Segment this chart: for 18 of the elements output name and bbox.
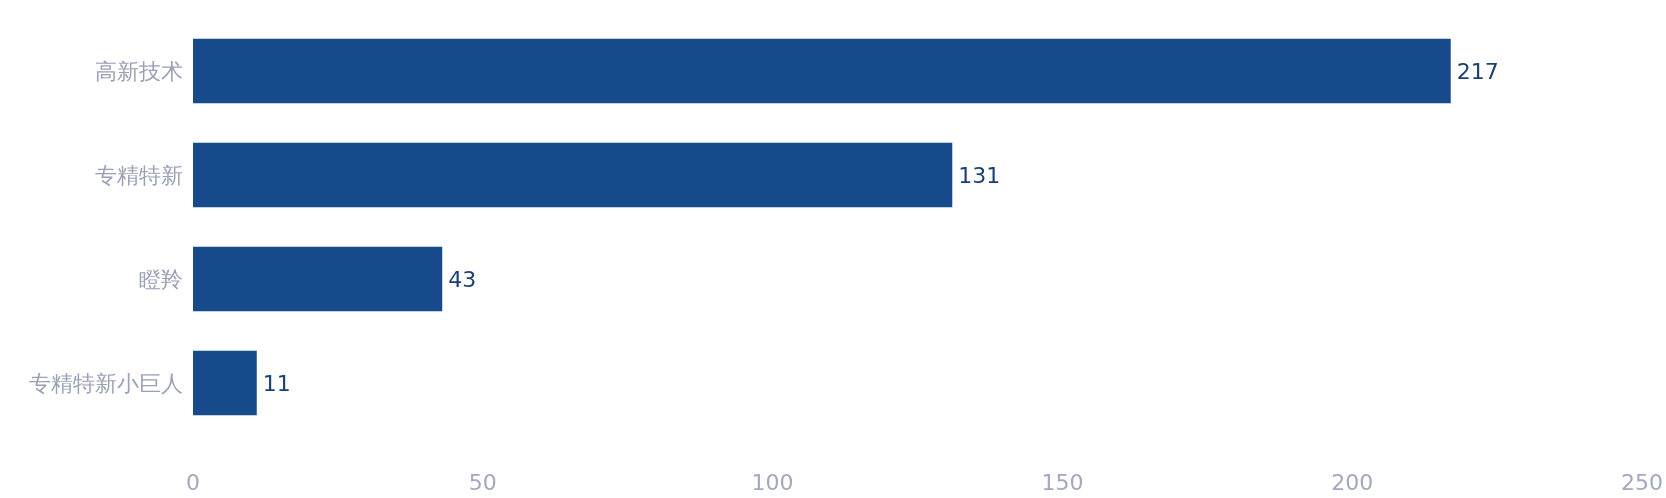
y-tick-label: 高新技术 [95, 58, 183, 84]
x-tick-label: 200 [1331, 469, 1374, 495]
data-label: 217 [1456, 58, 1499, 84]
bar [193, 350, 257, 416]
x-tick-label: 100 [751, 469, 794, 495]
x-tick-label: 0 [186, 469, 200, 495]
bar [193, 38, 1451, 104]
x-tick-label: 250 [1621, 469, 1663, 495]
y-tick-label: 瞪羚 [139, 266, 183, 292]
x-tick-label: 150 [1041, 469, 1084, 495]
x-tick-label: 50 [468, 469, 497, 495]
data-label: 131 [958, 162, 1001, 188]
data-label: 11 [262, 370, 291, 396]
bar [193, 246, 443, 312]
y-tick-label: 专精特新 [95, 162, 183, 188]
y-tick-label: 专精特新小巨人 [29, 370, 183, 396]
bar [193, 142, 953, 208]
data-label: 43 [448, 266, 477, 292]
